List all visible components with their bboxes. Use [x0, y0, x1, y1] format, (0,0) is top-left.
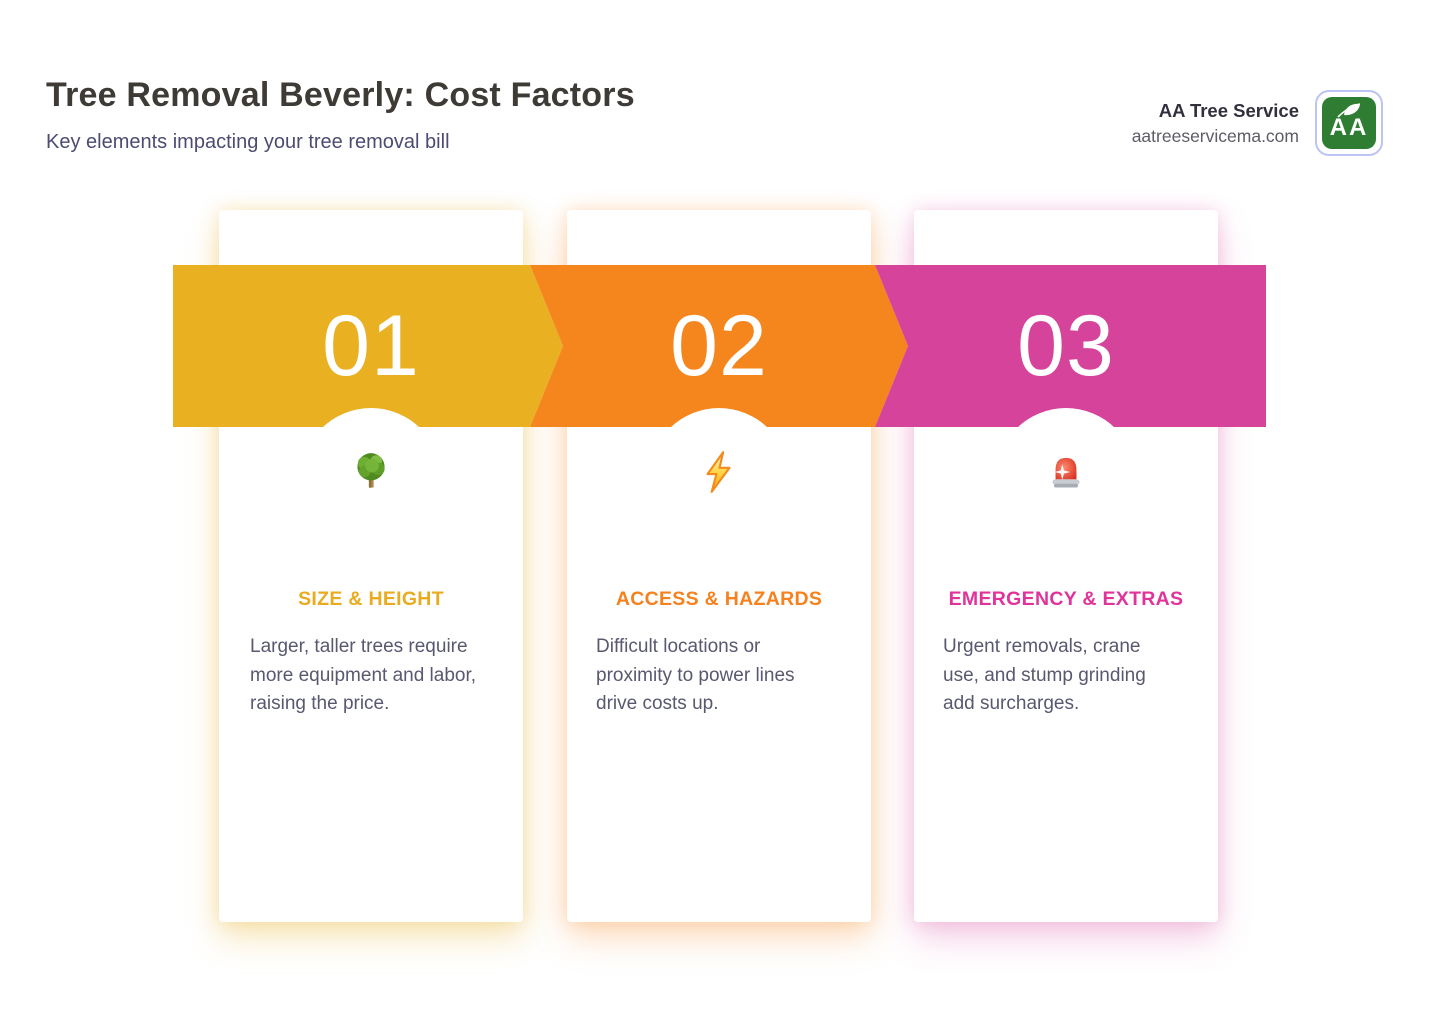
card-description-1: Larger, taller trees require more equipm…: [250, 636, 477, 714]
card-description-2: Difficult locations or proximity to powe…: [596, 636, 795, 714]
step-number-3: 03: [1017, 297, 1115, 394]
card-description-3: Urgent removals, crane use, and stump gr…: [943, 636, 1146, 714]
step-number-2: 02: [670, 297, 768, 394]
brand-website: aatreeservicema.com: [1131, 125, 1299, 146]
card-title-emergency-extras: EMERGENCY & EXTRAS: [948, 588, 1184, 610]
step-number-1: 01: [322, 297, 420, 394]
page-subtitle: Key elements impacting your tree removal…: [46, 131, 450, 153]
card-title-access-hazards: ACCESS & HAZARDS: [615, 588, 823, 610]
brand-name: AA Tree Service: [1158, 99, 1299, 121]
leaf-icon: [1337, 103, 1361, 118]
lightning-icon: [706, 451, 731, 493]
ribbon-segment-2: [530, 265, 908, 427]
card-title-size-height: SIZE & HEIGHT: [298, 588, 444, 610]
brand-logo-text: AA: [1329, 114, 1369, 141]
page-title: Tree Removal Beverly: Cost Factors: [46, 76, 635, 114]
ribbon-segment-1: [173, 265, 563, 427]
ribbon-segment-3: [875, 265, 1266, 427]
brand-block: AA Tree Service aatreeservicema.com AA: [1132, 90, 1383, 156]
brand-logo-badge: AA: [1322, 97, 1376, 149]
siren-icon: [1052, 457, 1080, 488]
brand-logo: AA: [1315, 90, 1383, 156]
brand-text: AA Tree Service aatreeservicema.com: [1132, 98, 1299, 149]
tree-icon: [357, 453, 385, 488]
